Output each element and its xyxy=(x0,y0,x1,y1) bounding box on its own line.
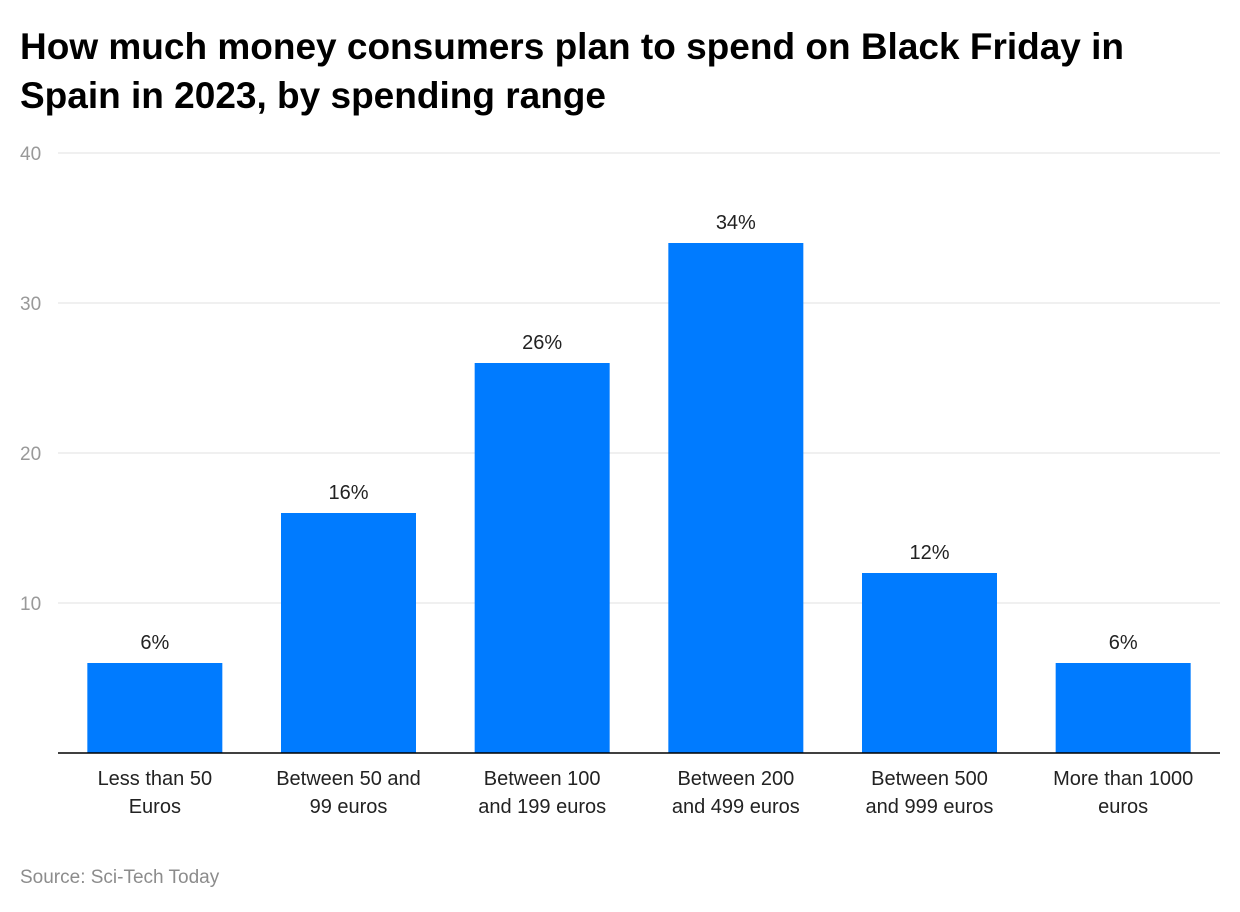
y-tick-label: 40 xyxy=(20,144,41,165)
bar xyxy=(87,663,223,753)
x-tick-label: and 199 euros xyxy=(478,796,606,818)
x-tick-label: Between 50 and xyxy=(276,768,421,790)
x-tick-label: and 499 euros xyxy=(672,796,800,818)
data-label: 16% xyxy=(328,482,368,504)
bar xyxy=(474,363,610,753)
x-tick-label: Euros xyxy=(129,796,181,818)
x-tick-label: 99 euros xyxy=(310,796,388,818)
x-tick-label: euros xyxy=(1098,796,1148,818)
bar xyxy=(668,243,804,753)
x-tick-label: More than 1000 xyxy=(1053,768,1193,790)
data-label: 6% xyxy=(1109,632,1138,654)
data-label: 12% xyxy=(909,542,949,564)
x-tick-label: Between 200 xyxy=(677,768,794,790)
source-note: Source: Sci-Tech Today xyxy=(20,867,220,888)
y-tick-label: 30 xyxy=(20,294,41,315)
x-tick-label: Between 100 xyxy=(484,768,601,790)
bar xyxy=(281,513,416,753)
chart-title: How much money consumers plan to spend o… xyxy=(20,26,1125,116)
bar xyxy=(1055,663,1191,753)
y-tick-label: 20 xyxy=(20,444,41,465)
y-tick-label: 10 xyxy=(20,594,41,615)
x-tick-label: Between 500 xyxy=(871,768,988,790)
bar xyxy=(862,573,997,753)
data-label: 26% xyxy=(522,332,562,354)
x-tick-label: and 999 euros xyxy=(866,796,994,818)
x-tick-label: Less than 50 xyxy=(98,768,213,790)
data-label: 6% xyxy=(140,632,169,654)
data-label: 34% xyxy=(716,212,756,234)
